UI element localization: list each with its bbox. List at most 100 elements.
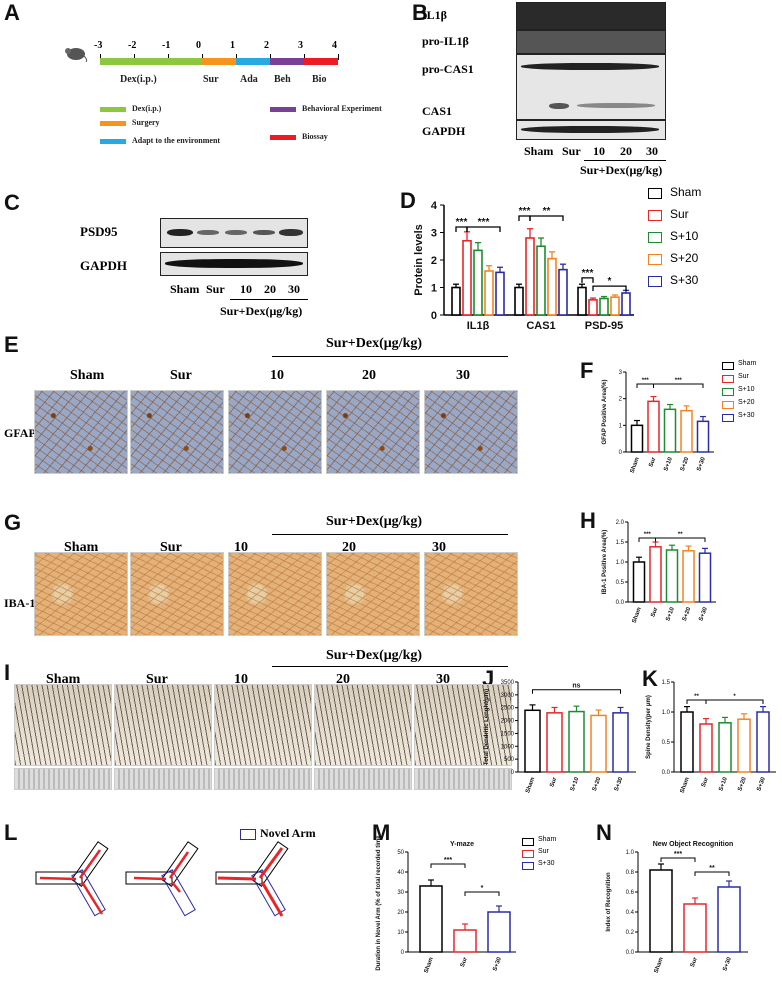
significance-label: ** bbox=[678, 532, 683, 538]
g-col-30: 30 bbox=[432, 540, 446, 555]
bar bbox=[590, 714, 607, 773]
panel-label-k: K bbox=[642, 666, 658, 691]
i-col-sham: Sham bbox=[46, 672, 81, 687]
y-tick-label: 1.0 bbox=[616, 560, 625, 566]
significance-bracket bbox=[660, 857, 696, 862]
significance-label: *** bbox=[675, 378, 683, 384]
y-tick-label: 3 bbox=[431, 228, 437, 240]
x-tick-label: Sur bbox=[549, 776, 558, 788]
legend-m-swatch bbox=[522, 862, 534, 870]
x-tick-label: CAS1 bbox=[526, 320, 555, 330]
bar bbox=[487, 911, 511, 953]
y-tick-label: 2.0 bbox=[616, 520, 625, 526]
y-tick-label: 0.2 bbox=[626, 930, 635, 936]
timeline-tick: -2 bbox=[128, 40, 137, 51]
legend-f-label: S+20 bbox=[738, 399, 755, 406]
significance-label: *** bbox=[644, 532, 652, 538]
bar bbox=[663, 408, 677, 453]
significance-label: * bbox=[733, 694, 736, 700]
y-tick-label: 30 bbox=[397, 890, 404, 896]
y-tick-label: 0.4 bbox=[626, 910, 635, 916]
legend-d-sham: Sham bbox=[670, 185, 702, 199]
y-tick-label: 0.0 bbox=[662, 770, 671, 776]
x-tick-label: Sham bbox=[654, 957, 665, 974]
x-tick-label: Sur bbox=[650, 606, 659, 618]
phase-beh: Beh bbox=[274, 74, 291, 85]
phase-dex: Dex(i.p.) bbox=[120, 74, 157, 85]
x-tick-label: S+30 bbox=[722, 956, 733, 972]
y-tick-label: 0.6 bbox=[626, 890, 635, 896]
y-tick-label: 0 bbox=[401, 950, 405, 956]
y-tick-label: 0.0 bbox=[626, 950, 635, 956]
timeline-legend-label: Biossay bbox=[302, 132, 328, 141]
legend-f-label: Sham bbox=[738, 360, 757, 367]
blot-b-row-cas1: CAS1 bbox=[422, 104, 453, 118]
x-tick-label: S+20 bbox=[737, 776, 748, 792]
significance-label: *** bbox=[519, 206, 531, 217]
i-col-30: 30 bbox=[436, 672, 450, 687]
y-tick-label: 2500 bbox=[501, 706, 515, 712]
chart-k: 0.0 0.5 1.0 1.5 Spine Density(per μm) Sham Sur… bbox=[646, 680, 776, 794]
timeline-legend-label: Behavioral Experiment bbox=[302, 104, 382, 113]
bar bbox=[680, 711, 694, 773]
panel-label-m: M bbox=[372, 820, 391, 845]
lane-c-10: 10 bbox=[240, 282, 252, 296]
significance-label: * bbox=[608, 276, 612, 287]
gfap-image-sham bbox=[34, 390, 128, 474]
gfap-label: GFAP bbox=[4, 426, 36, 440]
y-axis-label: Protein levels bbox=[413, 224, 425, 296]
y-tick-label: 0 bbox=[431, 310, 437, 322]
x-tick-label: Sham bbox=[525, 777, 536, 794]
lane-c-sur: Sur bbox=[206, 282, 225, 296]
phase-sur: Sur bbox=[203, 74, 219, 85]
blot-b-cas1 bbox=[516, 54, 666, 120]
x-tick-label: Sur bbox=[690, 956, 699, 968]
blot-b-row-proil1b: pro-IL1β bbox=[422, 34, 469, 48]
bar bbox=[588, 299, 598, 316]
chart-h: 0.0 0.5 1.0 1.5 2.0 IBA-1 Positive Area(%) Sha… bbox=[602, 520, 716, 624]
legend-m: Sham Sur S+30 bbox=[522, 836, 582, 884]
legend-m-swatch bbox=[522, 850, 534, 858]
bar bbox=[514, 286, 524, 316]
timeline-legend-label: Dex(i.p.) bbox=[132, 104, 162, 113]
bar bbox=[647, 400, 660, 453]
e-col-30: 30 bbox=[456, 368, 470, 383]
bar bbox=[699, 723, 713, 773]
bar bbox=[462, 239, 472, 316]
golgi-image-20 bbox=[314, 684, 412, 766]
significance-label: ns bbox=[572, 683, 580, 690]
x-tick-label: S+30 bbox=[492, 956, 503, 972]
blot-b-row-gapdh: GAPDH bbox=[422, 124, 466, 138]
blot-b-group-line bbox=[584, 160, 666, 161]
spine-image-sur bbox=[114, 768, 212, 790]
iba-label: IBA-1 bbox=[4, 596, 36, 610]
legend-f-swatch bbox=[722, 414, 734, 422]
g-group-line bbox=[272, 534, 508, 535]
y-tick-label: 3000 bbox=[501, 693, 515, 699]
bar bbox=[717, 886, 741, 953]
significance-bracket bbox=[532, 689, 621, 694]
x-tick-label: Sham bbox=[680, 777, 691, 794]
iba-image-20 bbox=[326, 552, 420, 636]
legend-d-s10: S+10 bbox=[670, 229, 699, 243]
x-tick-label: IL1β bbox=[467, 320, 490, 330]
legend-f-swatch bbox=[722, 362, 734, 370]
e-col-sur: Sur bbox=[170, 368, 192, 383]
y-tick-label: 3 bbox=[619, 370, 623, 376]
i-group: Sur+Dex(μg/kg) bbox=[326, 648, 423, 663]
panel-label-h: H bbox=[580, 508, 596, 533]
e-col-sham: Sham bbox=[70, 368, 105, 383]
y-tick-label: 0.8 bbox=[626, 870, 635, 876]
y-tick-label: 0 bbox=[619, 450, 623, 456]
x-tick-label: S+10 bbox=[570, 776, 581, 792]
g-group: Sur+Dex(μg/kg) bbox=[326, 514, 423, 529]
legend-d: Sham Sur S+10 S+20 S+30 bbox=[648, 185, 738, 308]
panel-label-g: G bbox=[4, 510, 22, 535]
i-col-10: 10 bbox=[234, 672, 248, 687]
chart-title: Y-maze bbox=[450, 841, 474, 848]
panel-label-b: B bbox=[412, 0, 428, 25]
ymaze-traces bbox=[35, 841, 289, 917]
timeline-segment bbox=[304, 58, 338, 65]
significance-bracket bbox=[655, 537, 706, 542]
